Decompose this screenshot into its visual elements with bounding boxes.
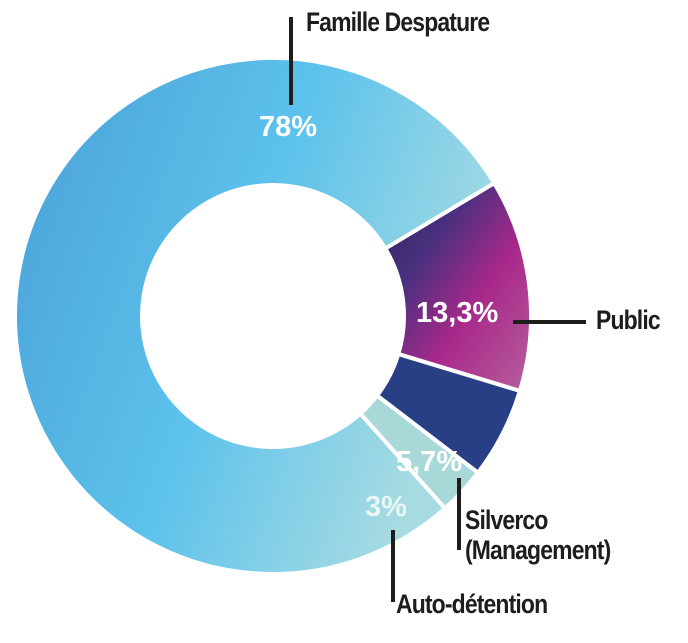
- data-label-famille: 78%: [259, 111, 318, 143]
- legend-label-auto: Auto-détention: [396, 589, 548, 619]
- leader-line-famille: [289, 17, 293, 105]
- legend-label-famille: Famille Despature: [306, 7, 490, 37]
- leader-line-auto: [391, 530, 395, 602]
- leader-line-public: [513, 320, 586, 324]
- data-label-silverco: 5,7%: [396, 446, 463, 478]
- legend-label-silverco-line2: (Management): [465, 535, 611, 565]
- leader-line-silverco: [457, 478, 461, 550]
- slice-famille-despature: [13, 56, 497, 576]
- legend-label-public: Public: [596, 305, 661, 335]
- data-label-auto: 3%: [365, 491, 407, 523]
- data-label-public: 13,3%: [416, 297, 499, 329]
- slice-public: [382, 180, 533, 394]
- legend-label-silverco-line1: Silverco: [465, 505, 548, 535]
